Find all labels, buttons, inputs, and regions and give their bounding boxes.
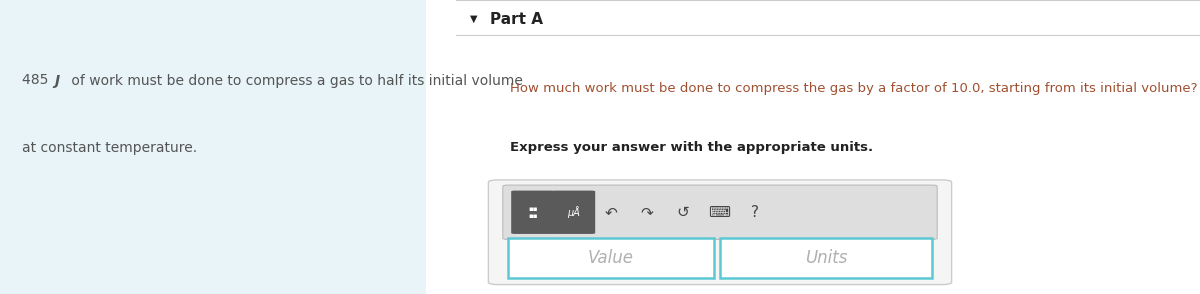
FancyBboxPatch shape bbox=[503, 185, 937, 239]
Text: ▪▪
▪▪: ▪▪ ▪▪ bbox=[528, 206, 538, 219]
Text: 485: 485 bbox=[22, 74, 53, 88]
Text: How much work must be done to compress the gas by a factor of 10.0, starting fro: How much work must be done to compress t… bbox=[510, 82, 1198, 95]
Text: ⌨: ⌨ bbox=[708, 205, 730, 220]
Text: ?: ? bbox=[751, 205, 758, 220]
FancyBboxPatch shape bbox=[720, 238, 932, 278]
Text: of work must be done to compress a gas to half its initial volume: of work must be done to compress a gas t… bbox=[67, 74, 523, 88]
FancyBboxPatch shape bbox=[508, 238, 714, 278]
FancyBboxPatch shape bbox=[488, 180, 952, 285]
Text: Value: Value bbox=[588, 249, 634, 267]
FancyBboxPatch shape bbox=[552, 191, 595, 234]
FancyBboxPatch shape bbox=[511, 191, 554, 234]
FancyBboxPatch shape bbox=[0, 0, 426, 294]
Text: J: J bbox=[54, 74, 59, 88]
Text: Units: Units bbox=[805, 249, 847, 267]
Text: ↶: ↶ bbox=[605, 205, 617, 220]
Text: μÅ: μÅ bbox=[568, 206, 580, 218]
Text: ↷: ↷ bbox=[641, 205, 653, 220]
Text: at constant temperature.: at constant temperature. bbox=[22, 141, 197, 155]
Text: Part A: Part A bbox=[490, 11, 542, 27]
Text: ↺: ↺ bbox=[677, 205, 689, 220]
Text: Express your answer with the appropriate units.: Express your answer with the appropriate… bbox=[510, 141, 874, 154]
Text: ▼: ▼ bbox=[470, 14, 478, 24]
